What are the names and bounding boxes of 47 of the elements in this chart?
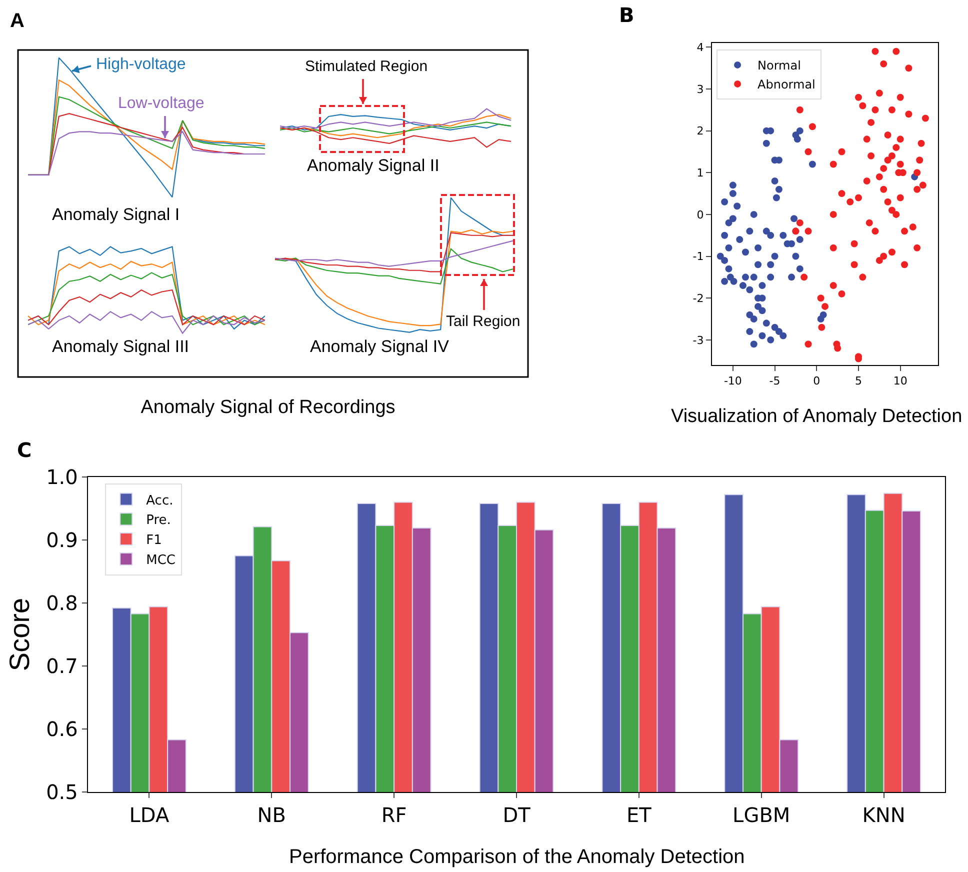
x-axis-title: Anomaly Signal II <box>307 156 440 176</box>
y-tick-label: 0 <box>696 208 704 222</box>
y-tick-label: -3 <box>692 334 704 347</box>
y-tick-label: 0.5 <box>46 780 78 804</box>
x-tick-label: ET <box>626 803 652 828</box>
legend-label: Pre. <box>146 513 171 528</box>
x-axis-title: Anomaly Signal IV <box>310 337 449 357</box>
x-tick-label: LDA <box>129 803 170 828</box>
y-axis-title: Score <box>4 598 35 672</box>
x-tick-label: -5 <box>769 374 780 388</box>
x-tick-label: 0 <box>813 374 820 388</box>
y-tick-label: 1.0 <box>46 465 78 489</box>
x-axis-title: Anomaly Signal I <box>52 205 180 225</box>
text: B <box>619 3 634 27</box>
y-tick-label: 1 <box>696 166 704 180</box>
x-tick-label: KNN <box>862 803 906 828</box>
x-tick-label: DT <box>502 803 532 828</box>
x-tick-label: NB <box>257 803 286 828</box>
x-tick-label: LGBM <box>732 803 790 828</box>
annotation: Tail Region <box>446 313 520 330</box>
text: Anomaly Signal of Recordings <box>140 397 396 419</box>
y-tick-label: 0.6 <box>46 717 78 741</box>
y-tick-label: 0.9 <box>46 528 78 552</box>
x-axis-title: Performance Comparison of the Anomaly Detection <box>289 846 745 868</box>
y-tick-label: 4 <box>696 41 704 54</box>
legend-label: Abnormal <box>758 78 816 92</box>
legend-label: Normal <box>758 58 801 73</box>
y-tick-label: 0.8 <box>46 591 78 615</box>
x-axis-title: Visualization of Anomaly Detection <box>671 406 962 427</box>
y-tick-label: -1 <box>692 250 704 264</box>
legend-label: MCC <box>146 553 176 568</box>
legend-label: F1 <box>146 533 162 548</box>
x-tick-label: RF <box>381 803 407 828</box>
legend-label: Acc. <box>146 493 174 508</box>
x-axis-title: Anomaly Signal III <box>52 337 190 357</box>
x-tick-label: 5 <box>854 374 862 388</box>
text: Stimulated Region <box>305 58 428 75</box>
text: C <box>17 438 32 462</box>
annotation: Low-voltage <box>118 95 204 113</box>
text: A <box>10 10 24 33</box>
y-tick-label: 3 <box>696 82 704 96</box>
y-tick-label: 0.7 <box>46 654 78 678</box>
x-tick-label: 10 <box>893 374 908 388</box>
x-tick-label: -10 <box>724 374 742 388</box>
y-tick-label: -2 <box>692 292 704 305</box>
annotation: High-voltage <box>96 56 186 74</box>
y-tick-label: 2 <box>696 124 704 138</box>
